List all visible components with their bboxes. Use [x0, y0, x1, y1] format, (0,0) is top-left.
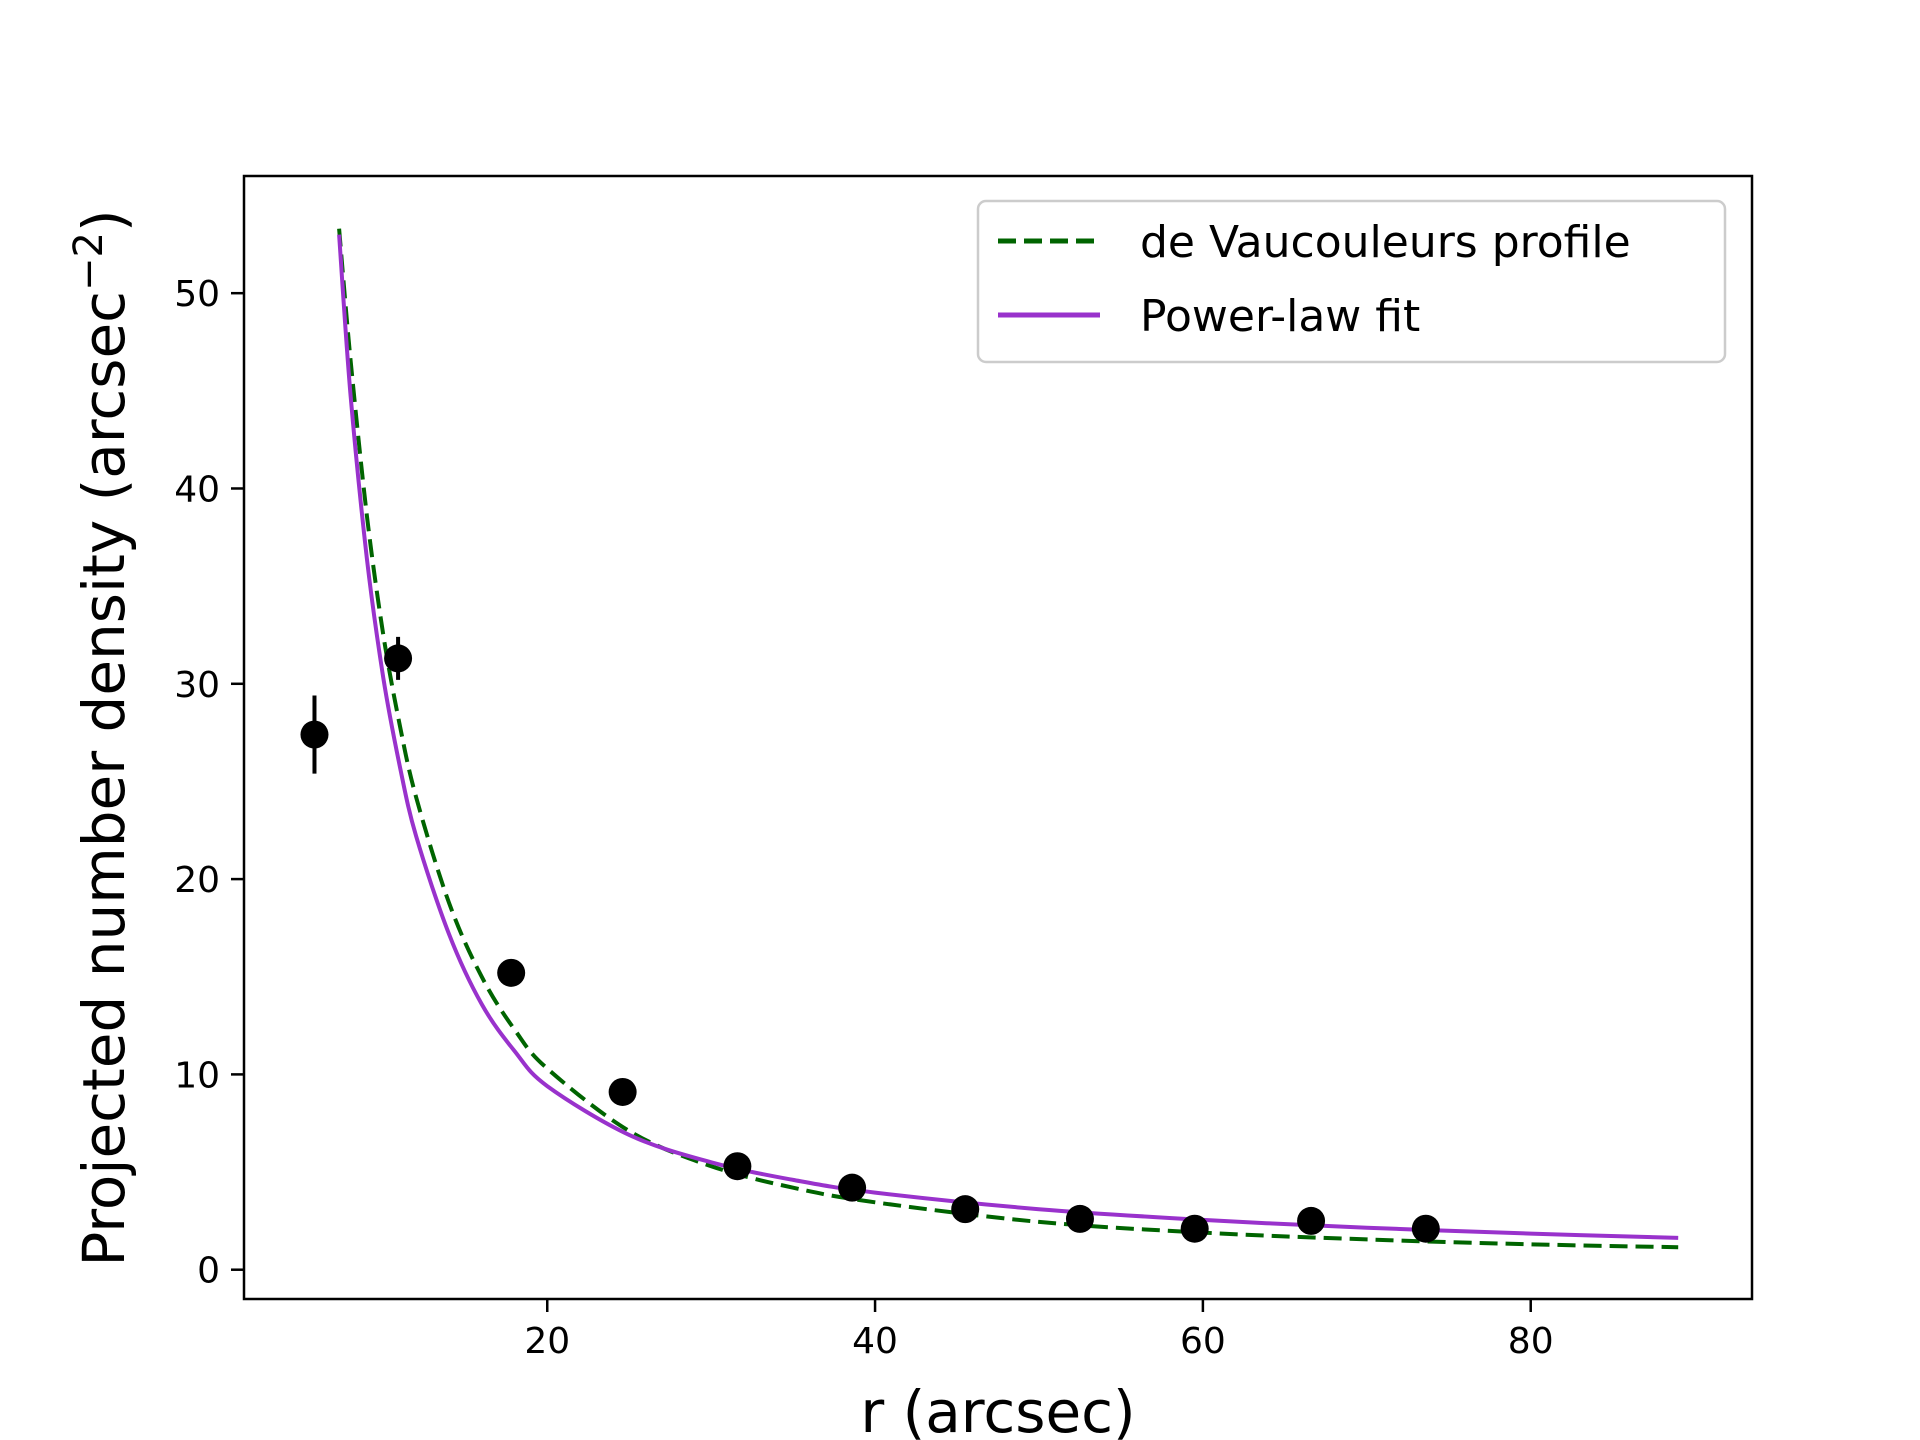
x-tick-label: 20	[524, 1321, 570, 1362]
y-axis: 0 10 20 30 40 50	[174, 274, 244, 1292]
data-point	[723, 1152, 752, 1181]
y-axis-label-close: )	[70, 209, 138, 232]
x-axis: 20 40 60 80	[524, 1299, 1554, 1362]
data-point	[497, 958, 526, 987]
data-point	[1180, 1214, 1209, 1243]
y-axis-label: Projected number density (arcsec−2)	[66, 209, 138, 1266]
de-vaucouleurs-curve	[337, 228, 1679, 1250]
data-point	[1297, 1206, 1326, 1235]
x-tick-label: 80	[1508, 1321, 1554, 1362]
y-axis-label-main: Projected number density (arcsec	[70, 291, 138, 1267]
power-law-curve	[337, 234, 1679, 1240]
data-point	[384, 644, 413, 673]
data-point	[608, 1077, 637, 1106]
x-axis-label: r (arcsec)	[860, 1378, 1135, 1440]
y-tick-label: 50	[174, 274, 220, 315]
y-tick-label: 30	[174, 665, 220, 706]
y-axis-label-superscript: −2	[66, 232, 112, 291]
data-point	[1411, 1214, 1440, 1243]
y-tick-label: 20	[174, 860, 220, 901]
legend-box	[976, 199, 1727, 364]
data-point	[951, 1195, 980, 1224]
y-tick-label: 0	[197, 1251, 220, 1292]
plot-frame	[242, 174, 1754, 1301]
data-point	[300, 720, 329, 749]
legend-label-power-law: Power-law fit	[1140, 291, 1420, 342]
data-point	[1065, 1204, 1094, 1233]
x-tick-label: 60	[1180, 1321, 1226, 1362]
y-tick-label: 10	[174, 1055, 220, 1096]
legend: de Vaucouleurs profile Power-law fit	[976, 199, 1727, 364]
plot-area	[300, 228, 1679, 1250]
y-tick-label: 40	[174, 469, 220, 510]
legend-label-de-vaucouleurs: de Vaucouleurs profile	[1140, 217, 1631, 268]
data-point	[838, 1173, 867, 1202]
x-tick-label: 40	[852, 1321, 898, 1362]
